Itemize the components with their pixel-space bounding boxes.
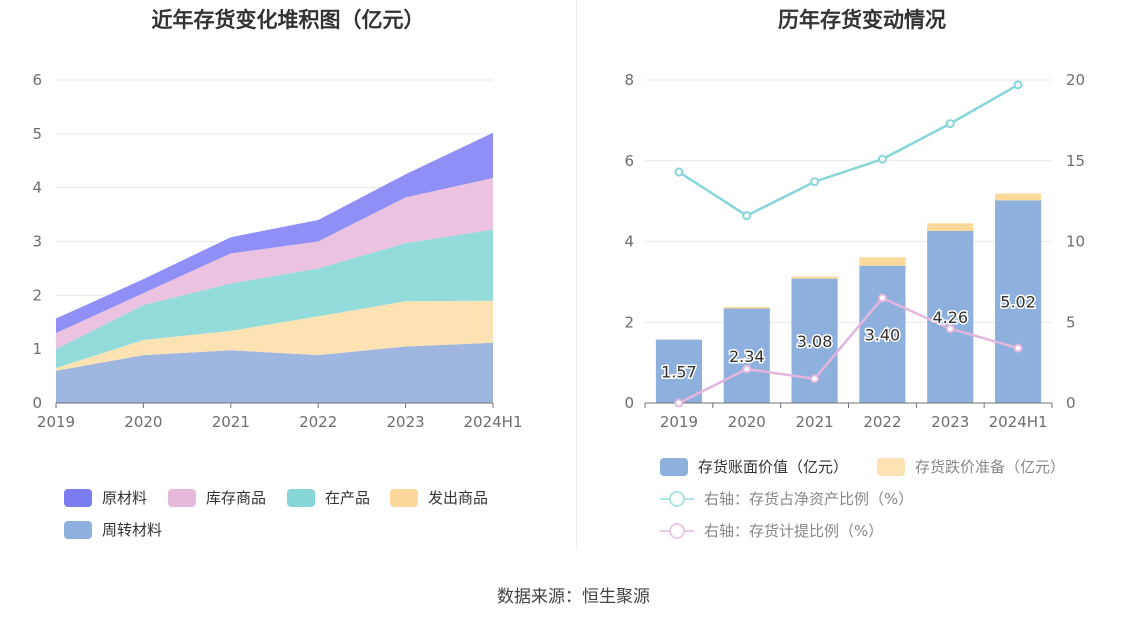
legend-item-book-value[interactable]: 存货账面价值（亿元） xyxy=(660,456,848,477)
legend-swatch xyxy=(660,457,688,476)
bar-book-value xyxy=(723,308,770,403)
area-series-在产品 xyxy=(56,229,493,369)
bar-data-label: 3.08 xyxy=(797,332,833,351)
bar-impairment xyxy=(723,306,770,309)
line-inventory-to-net-assets xyxy=(678,83,1019,218)
legend-label: 原材料 xyxy=(102,489,148,507)
legend-item-finished-goods[interactable]: 库存商品 xyxy=(168,487,266,508)
legend-swatch xyxy=(287,488,315,507)
area-chart-title: 近年存货变化堆积图（亿元） xyxy=(151,8,425,32)
y-tick-label: 5 xyxy=(32,125,42,143)
y-tick-label: 3 xyxy=(32,233,42,251)
bar-data-label: 2.34 xyxy=(729,347,765,366)
bar-chart-title: 历年存货变动情况 xyxy=(778,8,946,32)
y-right-tick-label: 0 xyxy=(1066,394,1076,412)
bar-data-label: 1.57 xyxy=(661,362,697,381)
point-inventory-to-net-assets xyxy=(945,119,955,129)
x-tick-label: 2023 xyxy=(387,413,425,431)
x-tick-label: 2024H1 xyxy=(989,413,1048,431)
point-inventory-to-net-assets xyxy=(810,177,820,187)
legend-label: 右轴：存货计提比例（%） xyxy=(704,522,884,540)
legend-item-provision-ratio[interactable]: 右轴：存货计提比例（%） xyxy=(660,520,883,541)
bar-data-label: 4.26 xyxy=(932,308,968,327)
bar-impairment xyxy=(791,276,838,279)
x-tick-label: 2021 xyxy=(212,413,250,431)
y-right-tick-label: 20 xyxy=(1066,71,1085,89)
x-tick-label: 2021 xyxy=(795,413,833,431)
area-chart-svg: 0 1 2 3 4 5 6 2019 2020 2021 2022 2023 2024H1 xyxy=(32,71,523,431)
bar-chart-svg: 0 2 4 6 8 0 5 10 15 20 2019 2020 2021 2022 2023 2024H1 1… xyxy=(624,71,1085,431)
legend-label: 库存商品 xyxy=(206,489,267,507)
bar-data-label: 3.40 xyxy=(865,325,901,344)
y-tick-label: 2 xyxy=(32,286,42,304)
bar-data-label: 5.02 xyxy=(1000,293,1036,312)
legend-item-inventory-to-net-assets[interactable]: 右轴：存货占净资产比例（%） xyxy=(660,488,913,509)
x-tick-label: 2023 xyxy=(931,413,969,431)
area-series-原材料 xyxy=(56,132,493,334)
stacked-area-chart-panel: 近年存货变化堆积图（亿元） 0 1 2 3 4 5 6 2019 2020 2021 2022 202… xyxy=(0,0,576,550)
point-inventory-to-net-assets xyxy=(1013,80,1023,90)
area-series-周转材料 xyxy=(56,342,493,403)
x-tick-label: 2019 xyxy=(37,413,75,431)
x-tick-label: 2020 xyxy=(728,413,766,431)
bar-line-chart-panel: 历年存货变动情况 0 2 4 6 8 0 5 10 15 20 2019 2020 2021 2022 20… xyxy=(577,0,1147,550)
bar-impairment xyxy=(927,223,974,232)
x-tick-label: 2024H1 xyxy=(464,413,523,431)
legend-label: 存货跌价准备（亿元） xyxy=(915,458,1066,476)
legend-label: 发出商品 xyxy=(428,489,489,507)
bar-book-value xyxy=(995,200,1042,403)
y-tick-label: 4 xyxy=(32,179,42,197)
legend-line-marker xyxy=(660,490,694,508)
legend-line-marker xyxy=(660,522,694,540)
data-source-label: 数据来源：恒生聚源 xyxy=(497,587,650,607)
point-inventory-to-net-assets xyxy=(742,211,752,221)
area-series-发出商品 xyxy=(56,300,493,371)
point-inventory-to-net-assets xyxy=(877,154,887,164)
panel-divider xyxy=(576,0,577,550)
bar-impairment xyxy=(859,257,906,266)
y-right-tick-label: 5 xyxy=(1066,313,1076,331)
bar-book-value xyxy=(859,265,906,403)
legend-swatch xyxy=(64,520,92,539)
point-provision-ratio xyxy=(742,364,752,374)
y-tick-label: 6 xyxy=(32,71,42,89)
bar-impairment xyxy=(995,193,1042,201)
line-provision-ratio xyxy=(678,296,1019,405)
legend-label: 存货账面价值（亿元） xyxy=(698,458,849,476)
point-provision-ratio xyxy=(945,324,955,334)
legend-item-work-in-progress[interactable]: 在产品 xyxy=(287,487,370,508)
y-left-tick-label: 2 xyxy=(624,313,634,331)
legend-item-turnover-materials[interactable]: 周转材料 xyxy=(64,519,162,540)
y-tick-label: 1 xyxy=(32,340,42,358)
y-left-tick-label: 6 xyxy=(624,152,634,170)
legend-swatch xyxy=(64,488,92,507)
legend-item-raw-materials[interactable]: 原材料 xyxy=(64,487,147,508)
y-left-tick-label: 0 xyxy=(624,394,634,412)
legend-label: 右轴：存货占净资产比例（%） xyxy=(704,490,914,508)
y-left-tick-label: 8 xyxy=(624,71,634,89)
y-tick-label: 0 xyxy=(32,394,42,412)
legend-item-impairment[interactable]: 存货跌价准备（亿元） xyxy=(877,456,1065,477)
x-tick-label: 2019 xyxy=(660,413,698,431)
bar-book-value xyxy=(655,339,702,403)
point-provision-ratio xyxy=(674,398,684,408)
y-left-tick-label: 4 xyxy=(624,233,634,251)
point-provision-ratio xyxy=(810,374,820,384)
y-right-tick-label: 15 xyxy=(1066,152,1085,170)
bar-book-value xyxy=(927,231,974,403)
point-provision-ratio xyxy=(1013,343,1023,353)
legend-label: 在产品 xyxy=(325,489,371,507)
legend-swatch xyxy=(877,457,905,476)
legend-swatch xyxy=(168,488,196,507)
x-tick-label: 2022 xyxy=(299,413,337,431)
point-inventory-to-net-assets xyxy=(674,167,684,177)
legend-label: 周转材料 xyxy=(102,521,163,539)
legend-swatch xyxy=(390,488,418,507)
x-tick-label: 2022 xyxy=(863,413,901,431)
y-right-tick-label: 10 xyxy=(1066,233,1085,251)
area-series-库存商品 xyxy=(56,177,493,350)
point-provision-ratio xyxy=(877,293,887,303)
x-tick-label: 2020 xyxy=(124,413,162,431)
legend-item-goods-shipped[interactable]: 发出商品 xyxy=(390,487,488,508)
